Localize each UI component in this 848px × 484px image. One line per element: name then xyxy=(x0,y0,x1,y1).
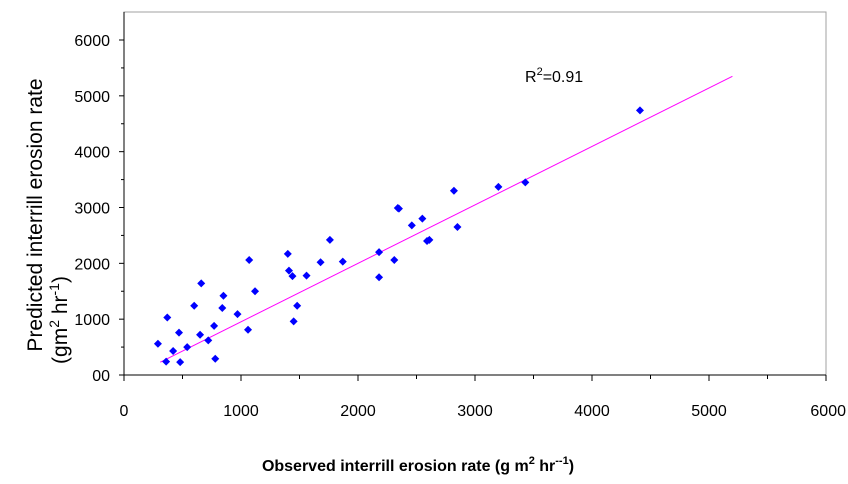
x-tick-label: 3000 xyxy=(457,403,493,420)
data-point xyxy=(338,257,347,266)
data-point xyxy=(245,255,254,264)
trendline-group xyxy=(160,75,733,363)
y-tick-label: 4000 xyxy=(74,145,110,162)
data-point xyxy=(418,214,427,223)
data-point xyxy=(494,182,503,191)
data-point xyxy=(197,279,206,288)
x-tick-label: 4000 xyxy=(574,403,610,420)
data-point xyxy=(407,221,416,230)
data-point xyxy=(284,266,293,275)
x-tick-label: 6000 xyxy=(810,403,846,420)
y-tick-label: 1000 xyxy=(74,312,110,329)
data-point xyxy=(204,336,213,345)
data-point xyxy=(375,273,384,282)
data-point xyxy=(219,291,228,300)
data-point xyxy=(244,325,253,334)
data-points xyxy=(153,106,644,367)
data-point xyxy=(210,321,219,330)
data-point xyxy=(449,186,458,195)
data-point xyxy=(453,223,462,232)
plot-frame xyxy=(123,11,827,376)
data-point xyxy=(390,255,399,264)
x-tick-label: 2000 xyxy=(340,403,376,420)
data-point xyxy=(316,258,325,267)
data-point xyxy=(521,178,530,187)
y-axis-ticks: 00 1000 2000 3000 4000 5000 6000 xyxy=(74,33,124,385)
y-axis-label-line2: (gm2 hr-1) xyxy=(46,276,72,364)
y-tick-label: 2000 xyxy=(74,256,110,273)
y-axis-label-line1: Predicted interrill erosion rate xyxy=(24,78,47,351)
y-tick-label: 3000 xyxy=(74,201,110,218)
data-point xyxy=(251,287,260,296)
data-point xyxy=(288,272,297,281)
data-point xyxy=(162,357,171,366)
data-point xyxy=(293,301,302,310)
x-axis-label: Observed interrill erosion rate (g m2 hr… xyxy=(262,455,574,475)
data-point xyxy=(218,304,227,312)
data-point xyxy=(375,248,384,257)
data-point xyxy=(233,310,242,319)
x-tick-label: 0 xyxy=(120,403,129,420)
data-point xyxy=(289,317,298,326)
data-point xyxy=(163,313,172,322)
data-point xyxy=(283,249,292,258)
data-point xyxy=(174,328,183,337)
data-point xyxy=(153,339,162,348)
trendline xyxy=(160,75,733,363)
r-squared-annotation: R2=0.91 xyxy=(525,66,583,86)
y-tick-label: 5000 xyxy=(74,89,110,106)
data-point xyxy=(325,235,334,244)
data-point xyxy=(302,271,311,280)
data-point xyxy=(183,343,192,352)
x-axis-ticks: 0 1000 2000 3000 4000 5000 6000 xyxy=(120,375,846,420)
data-point xyxy=(635,106,644,115)
data-point xyxy=(176,358,185,367)
data-point xyxy=(196,330,205,339)
data-point xyxy=(425,235,434,244)
data-point xyxy=(190,301,199,310)
y-tick-label: 00 xyxy=(92,368,110,385)
data-point xyxy=(394,204,403,213)
x-tick-label: 1000 xyxy=(223,403,259,420)
x-tick-label: 5000 xyxy=(691,403,727,420)
data-point xyxy=(211,354,220,363)
data-point xyxy=(169,346,178,355)
y-tick-label: 6000 xyxy=(74,33,110,50)
